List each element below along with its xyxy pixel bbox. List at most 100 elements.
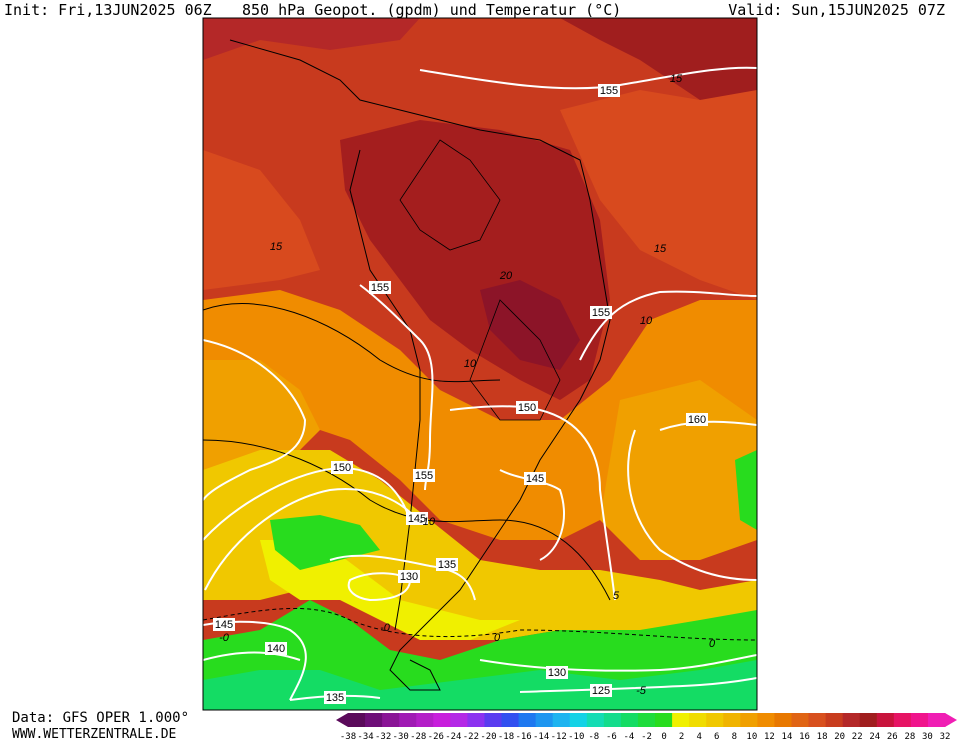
legend-tick-label: -38 <box>340 732 356 741</box>
geopotential-label: 145 <box>213 618 235 631</box>
valid-time-label: Valid: Sun,15JUN2025 07Z <box>728 1 945 19</box>
geopotential-label-group: 155 155 155 150 160 150 155 145 145 135 … <box>213 84 708 704</box>
legend-tick-labels: -38 -34 -32 -30 -28 -26 -24 -22 -20 -18 -16 -14 -12-… <box>340 732 951 741</box>
legend-color-cell <box>757 713 775 727</box>
geopotential-label: 130 <box>546 666 568 679</box>
isohypse-125 <box>519 677 757 693</box>
temperature-label: -0 <box>219 632 230 644</box>
legend-color-cell <box>842 713 861 727</box>
legend-tick-label: -24 <box>445 732 461 741</box>
temp-band-atlantic <box>560 90 757 300</box>
legend-tick-label: 30 <box>922 732 933 741</box>
legend-tick-label: 32 <box>940 732 951 741</box>
legend-tick-label: -34 <box>357 732 373 741</box>
legend-tick-label: -16 <box>515 732 531 741</box>
temp-band-north-west <box>203 18 420 60</box>
isohypse-155-east <box>579 290 757 361</box>
temp-band-orange-light-east <box>600 380 757 560</box>
legend-color-cell <box>433 713 451 727</box>
temp-cold-pocket-atlantic <box>735 450 757 530</box>
legend-color-cell <box>859 713 878 727</box>
temperature-label: -10 <box>419 516 436 528</box>
legend-color-cell <box>620 713 639 727</box>
legend-tick-label: 10 <box>746 732 757 741</box>
legend-tick-label: -28 <box>410 732 426 741</box>
legend-tick-label: 0 <box>661 732 666 741</box>
temperature-label-group: 15 15 15 20 10 10 5 0 -0 0 -5 -0 -10 <box>219 73 716 697</box>
legend-tick-label: -12 <box>551 732 567 741</box>
legend-color-bar <box>336 713 957 727</box>
init-time-label: Init: Fri,13JUN2025 06Z <box>4 1 212 19</box>
temp-band-hot-core <box>480 280 580 370</box>
svg-text:155: 155 <box>600 85 618 97</box>
svg-text:150: 150 <box>333 462 351 474</box>
isohypse-160-loop <box>627 429 757 581</box>
legend-tick-label: 2 <box>679 732 684 741</box>
legend-tick-label: 18 <box>817 732 828 741</box>
isohypse-130-south <box>479 654 757 672</box>
geopotential-label: 135 <box>324 691 346 704</box>
legend-tick-label: -8 <box>588 732 599 741</box>
temperature-label: 15 <box>270 241 283 253</box>
map-frame <box>202 17 758 711</box>
legend-color-cell <box>382 713 400 727</box>
legend-color-cell <box>535 713 554 727</box>
svg-text:130: 130 <box>548 667 566 679</box>
legend-tick-label: 16 <box>799 732 810 741</box>
temperature-label: 20 <box>499 270 513 282</box>
svg-text:125: 125 <box>592 685 610 697</box>
svg-text:145: 145 <box>408 513 426 525</box>
data-source-label: Data: GFS OPER 1.000° <box>12 710 190 726</box>
isohypse-150-west <box>203 339 307 501</box>
geopotential-label: 150 <box>516 401 538 414</box>
geopotential-label: 150 <box>331 461 353 474</box>
legend-tick-label: 28 <box>904 732 915 741</box>
svg-text:140: 140 <box>267 643 285 655</box>
legend-tick-label: 12 <box>764 732 775 741</box>
legend-color-cell <box>655 713 673 727</box>
legend-tick-label: 4 <box>696 732 701 741</box>
legend-tick-label: 8 <box>732 732 737 741</box>
isohypse-155-andes <box>359 284 434 491</box>
legend-tick-label: -26 <box>428 732 444 741</box>
legend-color-cell <box>927 713 946 727</box>
temperature-label: 5 <box>613 590 620 602</box>
isohypse-145-east <box>499 469 565 561</box>
svg-text:135: 135 <box>326 692 344 704</box>
svg-text:135: 135 <box>438 559 456 571</box>
legend-color-cell <box>825 713 844 727</box>
legend-tick-label: -32 <box>375 732 391 741</box>
legend-tick-label: -6 <box>606 732 617 741</box>
geopotential-label: 125 <box>590 684 612 697</box>
legend-color-cell <box>876 713 895 727</box>
isohypse-145 <box>204 488 419 591</box>
legend-color-cell <box>586 713 605 727</box>
geopotential-label: 135 <box>436 558 458 571</box>
legend-arrow-right <box>945 713 957 727</box>
legend-color-cell <box>348 713 366 727</box>
temperature-label: 0 <box>709 638 716 650</box>
legend-color-cell <box>774 713 792 727</box>
legend-color-cell <box>740 713 758 727</box>
legend-tick-label: -20 <box>480 732 496 741</box>
legend-color-cell <box>723 713 741 727</box>
geopotential-label: 155 <box>369 281 391 294</box>
temp-band-pacific <box>203 150 320 290</box>
legend-tick-label: -18 <box>498 732 514 741</box>
legend-tick-label: -2 <box>641 732 652 741</box>
geopotential-label: 160 <box>686 413 708 426</box>
legend-color-cell <box>637 713 656 727</box>
geopotential-label: 145 <box>406 512 428 525</box>
legend-color-cell <box>518 713 537 727</box>
legend-tick-label: -14 <box>533 732 549 741</box>
legend-tick-label: 6 <box>714 732 719 741</box>
legend-color-cell <box>552 713 571 727</box>
chart-title: 850 hPa Geopot. (gpdm) und Temperatur (°… <box>242 1 622 19</box>
temperature-label: 10 <box>640 315 653 327</box>
legend-color-cell <box>910 713 929 727</box>
legend-color-cell <box>399 713 417 727</box>
geopotential-label: 145 <box>524 472 546 485</box>
legend-color-cell <box>689 713 707 727</box>
